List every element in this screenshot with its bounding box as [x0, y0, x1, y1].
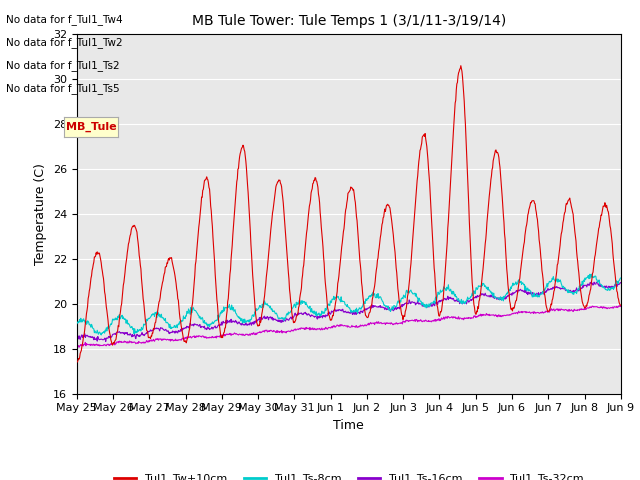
Y-axis label: Temperature (C): Temperature (C) [35, 163, 47, 264]
Legend: Tul1_Tw+10cm, Tul1_Ts-8cm, Tul1_Ts-16cm, Tul1_Ts-32cm: Tul1_Tw+10cm, Tul1_Ts-8cm, Tul1_Ts-16cm,… [109, 469, 588, 480]
Text: No data for f_Tul1_Tw4: No data for f_Tul1_Tw4 [6, 14, 123, 25]
Title: MB Tule Tower: Tule Temps 1 (3/1/11-3/19/14): MB Tule Tower: Tule Temps 1 (3/1/11-3/19… [191, 14, 506, 28]
Text: No data for f_Tul1_Ts2: No data for f_Tul1_Ts2 [6, 60, 120, 72]
X-axis label: Time: Time [333, 419, 364, 432]
Text: No data for f_Tul1_Tw2: No data for f_Tul1_Tw2 [6, 37, 123, 48]
Text: MB_Tule: MB_Tule [66, 121, 116, 132]
Text: No data for f_Tul1_Ts5: No data for f_Tul1_Ts5 [6, 84, 120, 95]
